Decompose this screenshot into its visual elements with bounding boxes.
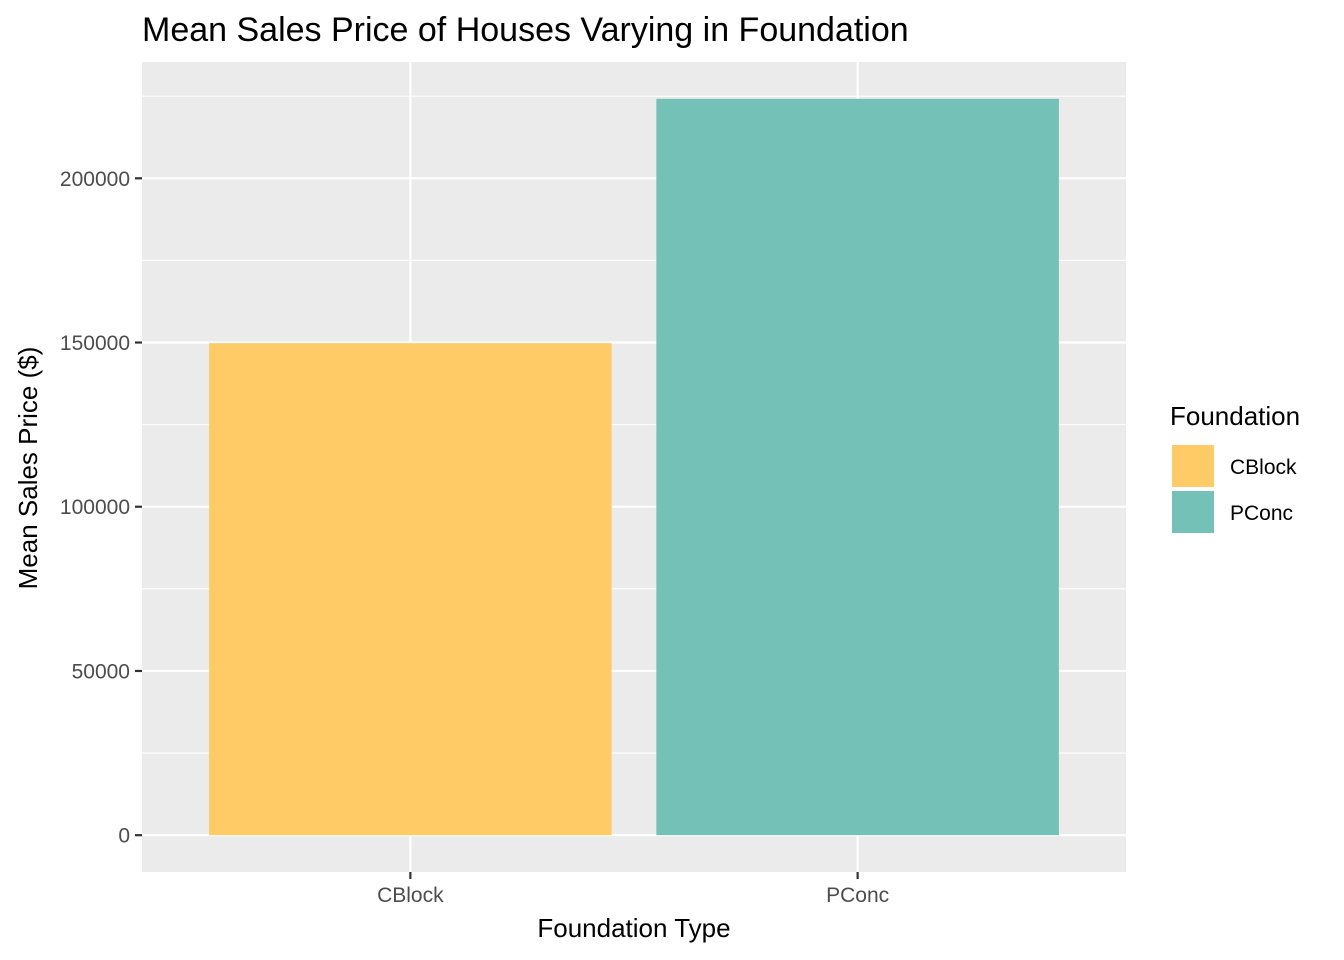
x-axis: CBlock PConc xyxy=(377,872,889,907)
x-tick-label: PConc xyxy=(826,884,889,907)
legend-key-cblock xyxy=(1170,443,1216,489)
legend-title: Foundation xyxy=(1170,401,1300,431)
y-tick-label: 50000 xyxy=(72,660,130,683)
bar-cblock xyxy=(209,343,612,836)
plot-panel xyxy=(142,62,1126,872)
y-tick-label: 0 xyxy=(118,825,130,848)
x-tick-label: CBlock xyxy=(377,884,444,907)
bar-pconc xyxy=(656,98,1059,836)
legend-label: CBlock xyxy=(1230,456,1297,479)
legend-label: PConc xyxy=(1230,502,1293,525)
legend-key-pconc xyxy=(1170,489,1216,535)
y-tick-label: 200000 xyxy=(60,168,130,191)
y-axis-title: Mean Sales Price ($) xyxy=(13,347,43,590)
y-tick-label: 150000 xyxy=(60,332,130,355)
chart-title: Mean Sales Price of Houses Varying in Fo… xyxy=(142,11,909,49)
legend: Foundation CBlock PConc xyxy=(1170,401,1300,535)
y-tick-label: 100000 xyxy=(60,496,130,519)
y-axis: 0 50000 100000 150000 200000 xyxy=(60,168,142,848)
x-axis-title: Foundation Type xyxy=(537,913,730,943)
